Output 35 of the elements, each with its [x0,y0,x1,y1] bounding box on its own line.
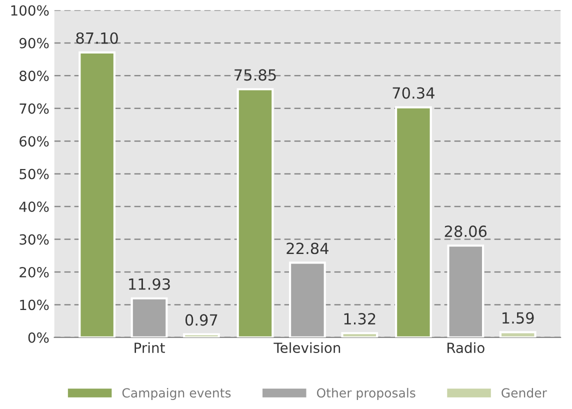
data-label: 22.84 [286,242,328,254]
y-tick-label: 0% [28,332,49,343]
data-label: 11.93 [129,278,170,290]
bar [236,88,274,338]
x-tick-label: Radio [447,342,484,354]
y-tick-label: 40% [19,202,49,212]
x-tick-label: Print [134,342,165,353]
y-tick-label: 80% [20,70,49,82]
legend-label: Campaign events [122,388,231,400]
bar [341,332,378,338]
data-label: 0.97 [185,314,218,326]
y-tick-label: 70% [20,103,49,114]
bar [447,244,484,338]
data-label: 75.85 [234,69,276,81]
legend-label: Other proposals [316,388,416,400]
data-label: 1.59 [502,312,534,324]
y-tick-label: 90% [19,38,49,48]
data-label: 70.34 [392,87,434,99]
bar [78,51,116,338]
y-tick-label: 30% [20,234,49,245]
y-tick-label: 10% [20,300,49,310]
data-label: 28.06 [444,226,487,238]
bar [289,262,326,338]
y-tick-label: 20% [20,266,49,278]
y-tick-label: 100% [11,5,49,16]
bar [130,297,168,338]
data-label: 1.32 [344,313,376,325]
legend-label: Gender [502,388,547,398]
data-label: 87.10 [76,32,118,44]
x-tick-label: Television [274,342,340,354]
y-tick-label: 60% [20,136,49,147]
bar [394,106,432,338]
bar [183,333,220,338]
bar [499,331,536,338]
y-tick-label: 50% [20,168,49,180]
